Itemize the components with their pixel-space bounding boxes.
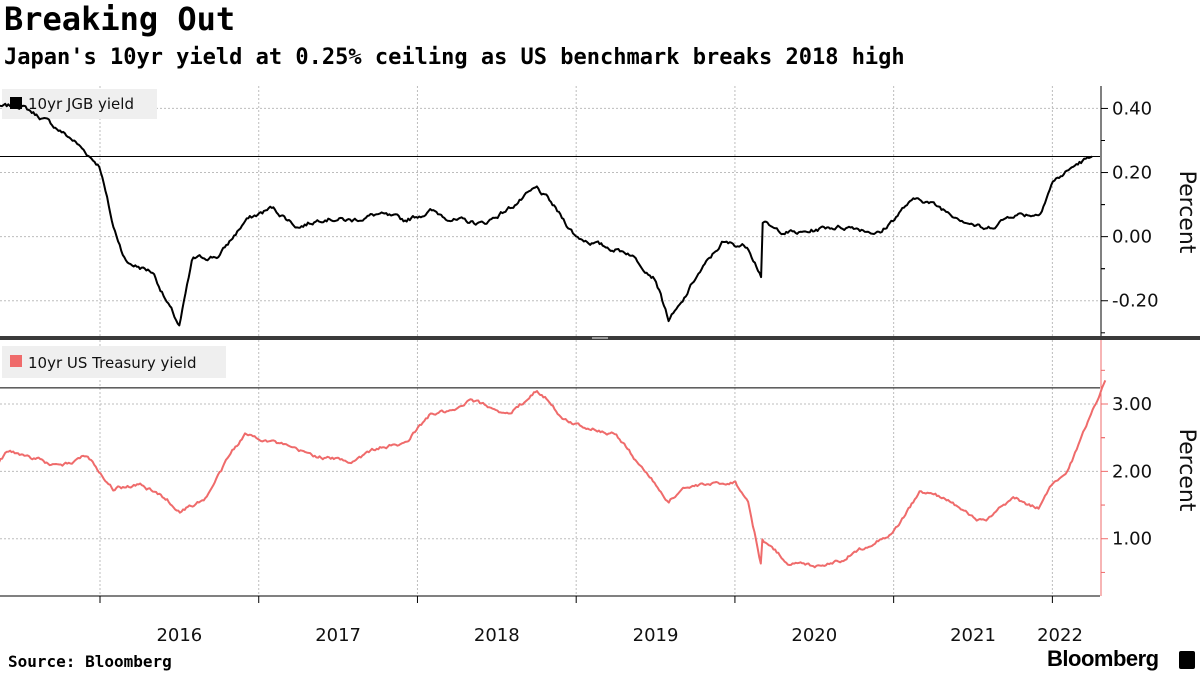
chart-title: Breaking Out (4, 0, 236, 38)
jgb-legend-label: 10yr JGB yield (28, 95, 134, 113)
source-note: Source: Bloomberg (8, 652, 172, 671)
panel-resize-handle (592, 337, 608, 339)
ust-series-line (0, 380, 1107, 569)
ust-gridlines (0, 340, 1100, 596)
jgb-y-ticks: 0.40 0.20 0.00 -0.20 (1101, 98, 1159, 334)
x-tick-label: 2020 (791, 625, 837, 646)
jgb-y-tick-label: 0.40 (1112, 98, 1152, 119)
ust-legend-swatch (10, 355, 22, 367)
ust-y-ticks: 3.00 2.00 1.00 (1101, 369, 1152, 573)
jgb-y-tick-label: -0.20 (1112, 291, 1159, 312)
ust-y-tick-label: 1.00 (1112, 529, 1152, 550)
jgb-y-axis-label: Percent (1174, 171, 1199, 254)
ust-y-tick-label: 2.00 (1112, 461, 1152, 482)
jgb-y-tick-label: 0.20 (1112, 163, 1152, 184)
jgb-y-tick-label: 0.00 (1112, 227, 1152, 248)
jgb-panel: 10yr JGB yield 0.40 0.20 0.00 -0.20 Percent (0, 86, 1199, 336)
bloomberg-logo: Bloomberg (1047, 646, 1159, 671)
bloomberg-terminal-icon (1179, 651, 1195, 669)
ust-y-tick-label: 3.00 (1112, 394, 1152, 415)
x-tick-label: 2021 (950, 625, 996, 646)
chart-subtitle: Japan's 10yr yield at 0.25% ceiling as U… (4, 45, 905, 70)
ust-y-axis-label: Percent (1174, 429, 1199, 512)
x-tick-label: 2019 (633, 625, 679, 646)
x-axis: 2016 2017 2018 2019 2020 2021 2022 (0, 595, 1100, 646)
jgb-legend-box (2, 89, 157, 119)
jgb-gridlines (0, 86, 1100, 336)
x-tick-label: 2018 (474, 625, 520, 646)
x-tick-label: 2016 (156, 625, 202, 646)
ust-panel: 10yr US Treasury yield 3.00 2.00 1.00 Perc… (0, 340, 1199, 596)
ust-legend-label: 10yr US Treasury yield (28, 354, 196, 372)
ust-legend-box (2, 346, 226, 378)
jgb-series-line (0, 102, 1093, 327)
x-tick-label: 2017 (315, 625, 361, 646)
x-tick-label: 2022 (1037, 625, 1083, 646)
